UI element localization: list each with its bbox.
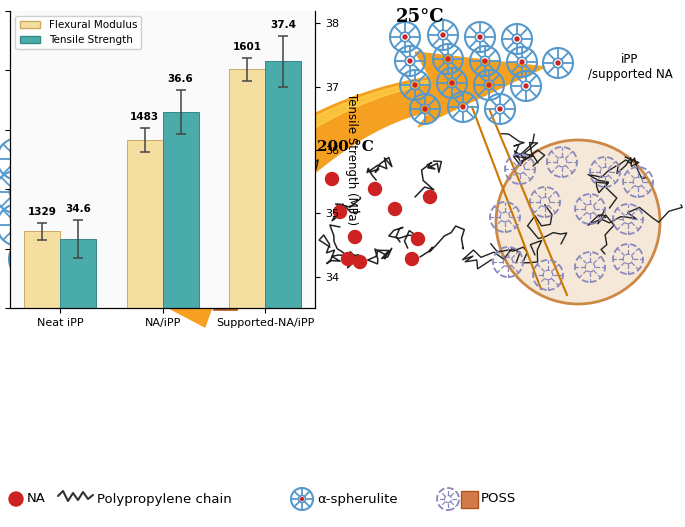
Circle shape [60, 152, 64, 158]
Bar [163, 112, 199, 527]
Circle shape [413, 83, 417, 87]
Circle shape [520, 60, 524, 64]
Circle shape [342, 252, 355, 266]
Bar [265, 61, 301, 527]
Circle shape [423, 190, 436, 203]
Circle shape [423, 107, 427, 111]
Circle shape [325, 172, 338, 186]
Circle shape [412, 232, 425, 246]
Circle shape [334, 206, 347, 219]
Circle shape [293, 240, 306, 253]
Circle shape [223, 298, 227, 302]
Bar [229, 70, 265, 527]
Circle shape [461, 105, 465, 109]
Circle shape [408, 59, 412, 63]
Circle shape [441, 33, 445, 37]
Text: 1601: 1601 [233, 42, 262, 52]
Text: 1483: 1483 [130, 112, 160, 122]
Text: 1329: 1329 [27, 207, 57, 217]
Circle shape [58, 186, 63, 192]
Bar [127, 140, 163, 527]
Circle shape [101, 188, 107, 194]
Circle shape [9, 492, 23, 506]
Text: 34.6: 34.6 [65, 203, 91, 213]
Circle shape [524, 84, 528, 88]
Text: 25°C: 25°C [21, 123, 69, 141]
Circle shape [406, 252, 419, 266]
Circle shape [264, 190, 277, 203]
Circle shape [217, 298, 221, 302]
Y-axis label: Tensile Strength (MPa): Tensile Strength (MPa) [345, 93, 358, 226]
Circle shape [217, 304, 221, 308]
Legend: Flexural Modulus, Tensile Strength: Flexural Modulus, Tensile Strength [16, 16, 142, 50]
Text: 36.6: 36.6 [168, 74, 194, 84]
Circle shape [388, 202, 401, 216]
Polygon shape [148, 52, 545, 327]
Circle shape [115, 256, 121, 262]
Circle shape [266, 169, 279, 181]
Circle shape [279, 220, 292, 233]
Text: 25°C: 25°C [396, 8, 445, 26]
Text: 37.4: 37.4 [271, 20, 297, 30]
Bar [60, 239, 96, 527]
Text: iPP
/supported NA: iPP /supported NA [588, 53, 673, 81]
Circle shape [71, 254, 77, 260]
Text: NA: NA [27, 493, 46, 505]
Circle shape [478, 35, 482, 39]
Circle shape [15, 222, 21, 228]
Circle shape [229, 292, 233, 296]
Circle shape [15, 157, 21, 162]
Bar [24, 231, 60, 527]
Circle shape [450, 81, 454, 85]
Circle shape [483, 59, 487, 63]
Circle shape [103, 221, 109, 227]
Text: $i$PP  +: $i$PP + [167, 288, 208, 302]
Circle shape [103, 154, 109, 160]
Text: Polypropylene chain: Polypropylene chain [97, 493, 232, 505]
Text: 200 °C: 200 °C [316, 140, 373, 154]
Circle shape [299, 262, 312, 276]
Circle shape [60, 219, 64, 225]
Circle shape [217, 292, 221, 296]
Circle shape [496, 140, 660, 304]
Text: POSS: POSS [481, 493, 516, 505]
FancyBboxPatch shape [461, 491, 478, 508]
Circle shape [349, 230, 362, 243]
Circle shape [353, 256, 366, 268]
Circle shape [13, 189, 18, 195]
Circle shape [446, 57, 450, 61]
Polygon shape [152, 80, 430, 305]
Circle shape [27, 256, 33, 262]
Circle shape [369, 182, 382, 196]
Circle shape [301, 497, 303, 501]
Circle shape [515, 37, 519, 41]
Circle shape [403, 35, 407, 39]
Circle shape [229, 304, 233, 308]
FancyBboxPatch shape [214, 287, 237, 310]
Circle shape [487, 83, 491, 87]
Circle shape [556, 61, 560, 65]
Circle shape [223, 292, 227, 296]
Circle shape [229, 298, 233, 302]
Circle shape [223, 304, 227, 308]
Text: α-spherulite: α-spherulite [317, 493, 397, 505]
Circle shape [498, 107, 502, 111]
